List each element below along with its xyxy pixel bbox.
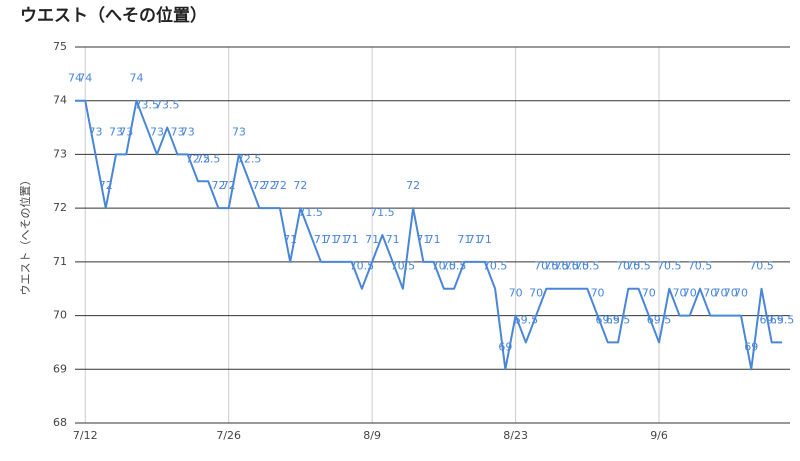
value-label: 74 bbox=[68, 72, 82, 85]
value-label: 73 bbox=[170, 125, 184, 138]
value-label: 73 bbox=[88, 125, 102, 138]
value-label: 70.5 bbox=[350, 260, 375, 273]
y-axis-title: ウエスト（へその位置） bbox=[18, 175, 32, 296]
value-label: 69.5 bbox=[647, 313, 672, 326]
value-label: 71 bbox=[386, 233, 400, 246]
value-label: 73.5 bbox=[134, 99, 159, 112]
value-label: 72 bbox=[222, 179, 236, 192]
value-label: 72 bbox=[293, 179, 307, 192]
y-tick-label: 75 bbox=[53, 40, 67, 53]
value-label: 72 bbox=[99, 179, 113, 192]
y-tick-label: 73 bbox=[53, 147, 67, 160]
value-label: 69.5 bbox=[514, 313, 539, 326]
value-label: 73 bbox=[109, 125, 123, 138]
value-label: 69.5 bbox=[760, 313, 785, 326]
value-label: 70 bbox=[509, 287, 523, 300]
value-label: 70.5 bbox=[626, 260, 651, 273]
value-label: 70 bbox=[683, 287, 697, 300]
x-tick-label: 7/12 bbox=[73, 429, 98, 442]
chart-title: ウエスト（へその位置） bbox=[20, 5, 207, 26]
value-label: 71 bbox=[416, 233, 430, 246]
value-label: 71 bbox=[427, 233, 441, 246]
value-label: 70 bbox=[642, 287, 656, 300]
value-label: 70.5 bbox=[555, 260, 580, 273]
value-label: 71 bbox=[457, 233, 471, 246]
value-label: 70.5 bbox=[565, 260, 590, 273]
y-tick-label: 68 bbox=[53, 416, 67, 429]
value-label: 71 bbox=[283, 233, 297, 246]
value-label: 74 bbox=[78, 72, 92, 85]
value-label: 71 bbox=[468, 233, 482, 246]
value-label: 70.5 bbox=[749, 260, 774, 273]
value-label: 70.5 bbox=[688, 260, 713, 273]
value-label: 70.5 bbox=[432, 260, 457, 273]
value-label: 70 bbox=[714, 287, 728, 300]
value-label: 71 bbox=[314, 233, 328, 246]
value-label: 72 bbox=[273, 179, 287, 192]
value-label: 72 bbox=[211, 179, 225, 192]
y-tick-label: 74 bbox=[53, 94, 67, 107]
x-tick-label: 7/26 bbox=[216, 429, 241, 442]
value-label: 71 bbox=[365, 233, 379, 246]
value-label: 70.5 bbox=[575, 260, 600, 273]
value-label: 71 bbox=[478, 233, 492, 246]
value-label: 73 bbox=[119, 125, 133, 138]
value-label: 71.5 bbox=[370, 206, 395, 219]
value-label: 73 bbox=[232, 125, 246, 138]
value-label: 73.5 bbox=[155, 99, 180, 112]
value-label: 69.5 bbox=[606, 313, 631, 326]
value-label: 69.5 bbox=[596, 313, 621, 326]
y-tick-label: 70 bbox=[53, 309, 67, 322]
value-label: 69 bbox=[498, 340, 512, 353]
value-label: 71 bbox=[324, 233, 338, 246]
y-tick-label: 69 bbox=[53, 362, 67, 375]
value-label: 70.5 bbox=[657, 260, 682, 273]
y-tick-label: 71 bbox=[53, 255, 67, 268]
value-label: 69.5 bbox=[770, 313, 795, 326]
value-label: 70.5 bbox=[442, 260, 467, 273]
value-label: 70 bbox=[703, 287, 717, 300]
value-label: 70.5 bbox=[544, 260, 569, 273]
value-label: 70 bbox=[734, 287, 748, 300]
data-line bbox=[75, 99, 782, 371]
value-label: 72 bbox=[252, 179, 266, 192]
x-tick-label: 9/6 bbox=[650, 429, 668, 442]
value-label: 70.5 bbox=[391, 260, 416, 273]
y-tick-label: 72 bbox=[53, 201, 67, 214]
value-label: 72.5 bbox=[237, 152, 262, 165]
value-label: 69 bbox=[744, 340, 758, 353]
value-label: 70.5 bbox=[483, 260, 508, 273]
value-label: 70.5 bbox=[616, 260, 641, 273]
value-label: 72.5 bbox=[186, 152, 211, 165]
x-tick-label: 8/23 bbox=[503, 429, 528, 442]
value-label: 71 bbox=[334, 233, 348, 246]
value-label: 74 bbox=[129, 72, 143, 85]
value-label: 70.5 bbox=[534, 260, 559, 273]
value-label: 72.5 bbox=[196, 152, 221, 165]
value-label: 72 bbox=[263, 179, 277, 192]
value-label: 71.5 bbox=[298, 206, 323, 219]
value-label: 71 bbox=[345, 233, 359, 246]
value-label: 72 bbox=[406, 179, 420, 192]
value-label: 70 bbox=[724, 287, 738, 300]
value-label: 70 bbox=[529, 287, 543, 300]
value-label: 70 bbox=[591, 287, 605, 300]
value-label: 70 bbox=[673, 287, 687, 300]
x-tick-label: 8/9 bbox=[363, 429, 381, 442]
value-label: 73 bbox=[181, 125, 195, 138]
value-label: 73 bbox=[150, 125, 164, 138]
